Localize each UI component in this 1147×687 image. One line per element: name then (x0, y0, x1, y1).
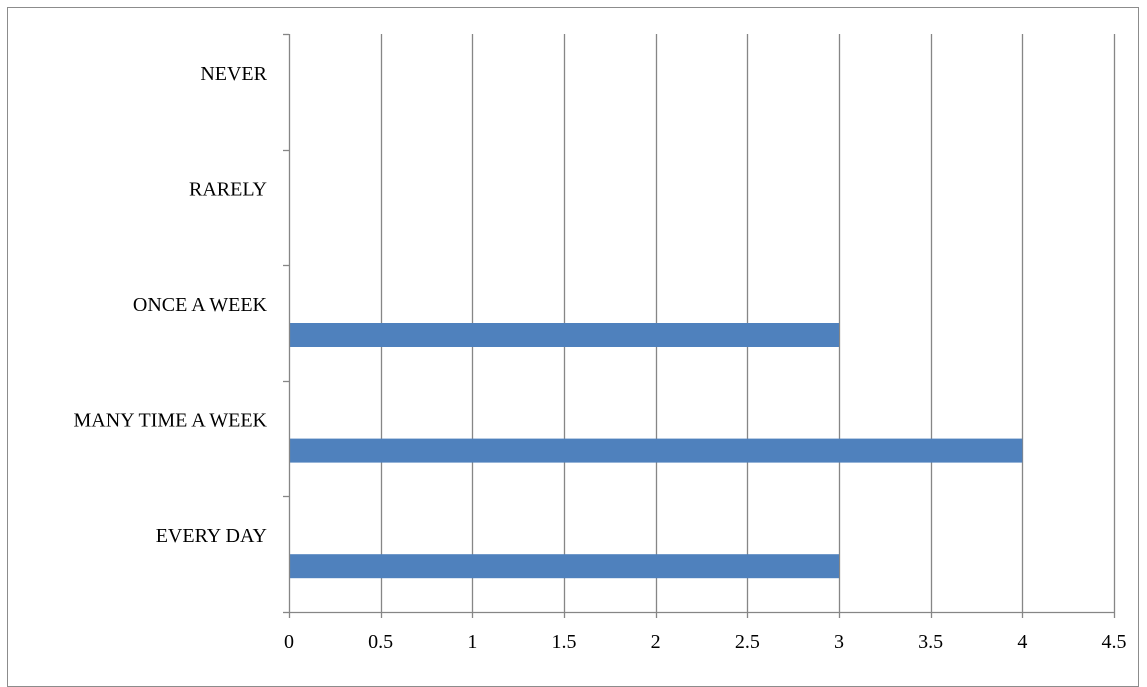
x-tick-label-0: 0 (284, 631, 294, 653)
x-tick-label-1.5: 1.5 (552, 631, 577, 653)
category-label-never: NEVER (200, 63, 267, 85)
x-tick-label-3.5: 3.5 (918, 631, 943, 653)
category-label-every-day: EVERY DAY (156, 525, 267, 547)
axes (283, 33, 1116, 618)
x-tick-label-2: 2 (651, 631, 661, 653)
x-tick-label-0.5: 0.5 (368, 631, 393, 653)
bar-every-day (289, 554, 839, 579)
x-tick-label-1: 1 (467, 631, 477, 653)
bars (289, 323, 1023, 579)
grid-lines (380, 34, 1116, 612)
labels: 0 0.5 1 1.5 2 2.5 3 3.5 4 4.5 EVERY DAY MANY TIME A… (73, 63, 1126, 653)
x-tick-label-3: 3 (834, 631, 844, 653)
x-tick-label-4.5: 4.5 (1102, 631, 1127, 653)
category-label-many-time-a-week: MANY TIME A WEEK (73, 410, 267, 432)
category-label-once-a-week: ONCE A WEEK (133, 294, 268, 316)
x-tick-label-4: 4 (1017, 631, 1027, 653)
category-label-rarely: RARELY (189, 178, 267, 200)
bar-once-a-week (289, 323, 839, 347)
bar-many-time-a-week (289, 438, 1023, 463)
bar-chart: 0 0.5 1 1.5 2 2.5 3 3.5 4 4.5 EVERY DAY MANY TIME A… (73, 33, 1127, 653)
x-tick-label-2.5: 2.5 (735, 631, 760, 653)
